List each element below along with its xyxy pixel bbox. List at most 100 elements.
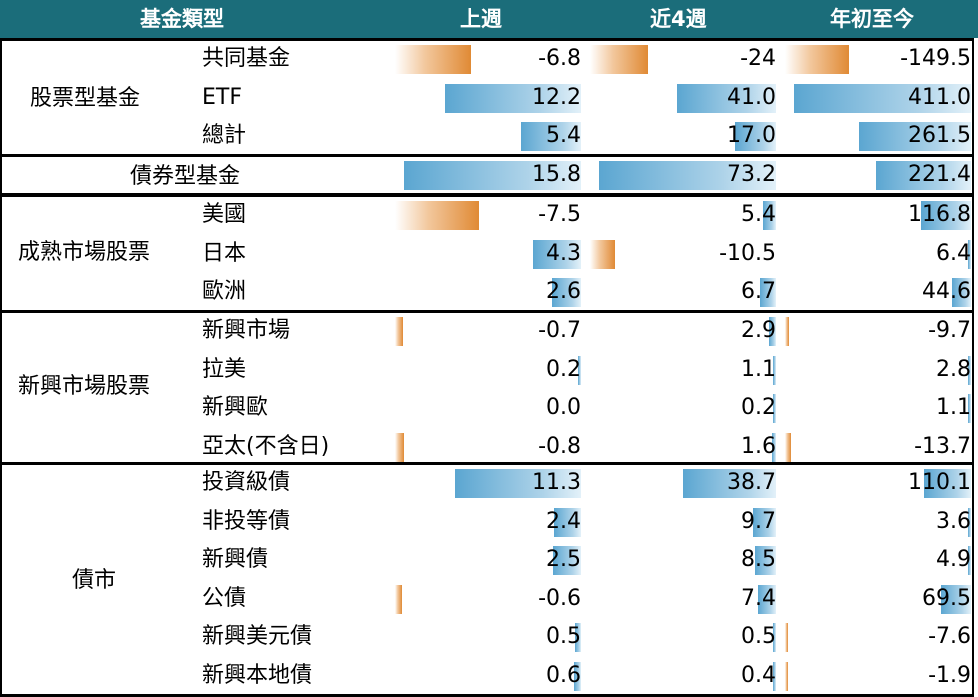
header-ytd: 年初至今: [830, 7, 914, 31]
table-row: 投資級債 11.3 38.7 110.1: [0, 464, 978, 502]
table-row: 新興債 2.5 8.5 4.9: [0, 541, 978, 579]
cell-value: 0.5: [741, 624, 776, 649]
table-row: 亞太(不含日) -0.8 1.6 -13.7: [0, 428, 978, 466]
table-row: 拉美 0.2 1.1 2.8: [0, 351, 978, 389]
cell-last-week: 15.8: [395, 156, 581, 194]
cell-last-week: -6.8: [395, 40, 581, 78]
cell-last-4-weeks: 0.5: [590, 618, 776, 656]
row-label: 歐洲: [202, 279, 247, 304]
positive-bar: [552, 278, 581, 307]
cell-last-4-weeks: 5.4: [590, 196, 776, 234]
table-row: 新興市場 -0.7 2.9 -9.7: [0, 312, 978, 350]
positive-bar: [968, 239, 971, 269]
cell-ytd: -1.9: [785, 657, 971, 695]
cell-ytd: 221.4: [785, 156, 971, 194]
cell-last-4-weeks: 41.0: [590, 79, 776, 117]
group-label: 成熟市場股票: [18, 240, 151, 265]
positive-bar: [760, 278, 776, 307]
table-header: 基金類型 上週 近4週 年初至今: [0, 0, 978, 38]
cell-last-week: 0.0: [395, 389, 581, 427]
group-label: 債券型基金: [130, 164, 241, 189]
cell-value: 44.6: [922, 279, 971, 304]
cell-value: 0.2: [741, 395, 776, 420]
cell-last-4-weeks: 17.0: [590, 117, 776, 155]
cell-last-4-weeks: 7.4: [590, 580, 776, 618]
table-row: 總計 5.4 17.0 261.5: [0, 117, 978, 155]
row-label: 亞太(不含日): [202, 433, 330, 459]
cell-value: 38.7: [727, 470, 776, 495]
row-label: 投資級債: [202, 470, 291, 495]
positive-bar: [924, 469, 971, 498]
table-row: 新興歐 0.0 0.2 1.1: [0, 389, 978, 427]
cell-ytd: 110.1: [785, 464, 971, 502]
cell-value: 7.4: [741, 585, 776, 611]
cell-value: 9.7: [741, 508, 776, 534]
cell-value: 3.6: [936, 508, 971, 534]
table-row: ETF 12.2 41.0 411.0: [0, 79, 978, 117]
table-row: 歐洲 2.6 6.7 44.6: [0, 273, 978, 311]
cell-last-4-weeks: 6.7: [590, 273, 776, 311]
table-row: 新興本地債 0.6 0.4 -1.9: [0, 657, 978, 695]
positive-bar: [575, 623, 581, 652]
cell-ytd: -9.7: [785, 312, 971, 350]
row-label: 非投等債: [202, 508, 291, 534]
positive-bar: [968, 507, 971, 537]
negative-bar: [395, 201, 479, 230]
cell-ytd: -13.7: [785, 428, 971, 466]
cell-value: 5.4: [741, 202, 776, 227]
cell-last-week: 4.3: [395, 235, 581, 273]
negative-bar: [785, 317, 789, 346]
cell-ytd: 69.5: [785, 580, 971, 618]
positive-bar: [404, 161, 581, 190]
positive-bar: [773, 661, 776, 691]
row-label: ETF: [202, 84, 242, 110]
positive-bar: [952, 278, 971, 307]
cell-last-week: 0.5: [395, 618, 581, 656]
positive-bar: [769, 317, 776, 346]
cell-value: -0.8: [538, 433, 581, 459]
positive-bar: [773, 355, 776, 385]
negative-bar: [395, 584, 402, 614]
cell-value: -9.7: [928, 318, 971, 343]
table-row: 日本 4.3 -10.5 6.4: [0, 235, 978, 273]
cell-last-week: 2.6: [395, 273, 581, 311]
negative-bar: [395, 317, 403, 346]
cell-last-week: 5.4: [395, 117, 581, 155]
group-label: 新興市場股票: [18, 374, 151, 399]
positive-bar: [578, 355, 581, 385]
cell-value: 69.5: [922, 585, 971, 611]
cell-value: 73.2: [727, 162, 776, 187]
cell-value: 116.8: [908, 202, 971, 227]
table-row: 美國 -7.5 5.4 116.8: [0, 196, 978, 234]
header-fund-type: 基金類型: [140, 7, 224, 31]
cell-value: 2.8: [936, 356, 971, 382]
group-label: 債市: [72, 568, 117, 593]
cell-last-4-weeks: 73.2: [590, 156, 776, 194]
negative-bar: [590, 239, 615, 269]
positive-bar: [445, 83, 581, 113]
cell-value: 5.4: [546, 123, 581, 148]
cell-ytd: 3.6: [785, 503, 971, 541]
positive-bar: [941, 584, 971, 614]
cell-last-week: 0.2: [395, 351, 581, 389]
cell-value: 2.4: [546, 508, 581, 534]
positive-bar: [859, 122, 971, 151]
positive-bar: [533, 239, 581, 269]
positive-bar: [968, 394, 971, 423]
cell-last-week: -0.6: [395, 580, 581, 618]
table-row: 非投等債 2.4 9.7 3.6: [0, 503, 978, 541]
negative-bar: [395, 45, 471, 74]
negative-bar: [785, 623, 788, 652]
cell-value: 2.5: [546, 547, 581, 572]
positive-bar: [921, 201, 971, 230]
cell-value: 1.1: [741, 356, 776, 382]
cell-value: -1.9: [928, 662, 971, 688]
cell-value: 6.4: [936, 240, 971, 266]
table-row: 公債 -0.6 7.4 69.5: [0, 580, 978, 618]
cell-value: 4.3: [546, 240, 581, 266]
cell-ytd: 261.5: [785, 117, 971, 155]
positive-bar: [773, 623, 776, 652]
group-label: 股票型基金: [30, 86, 141, 111]
cell-value: 221.4: [908, 162, 971, 187]
positive-bar: [574, 661, 581, 691]
